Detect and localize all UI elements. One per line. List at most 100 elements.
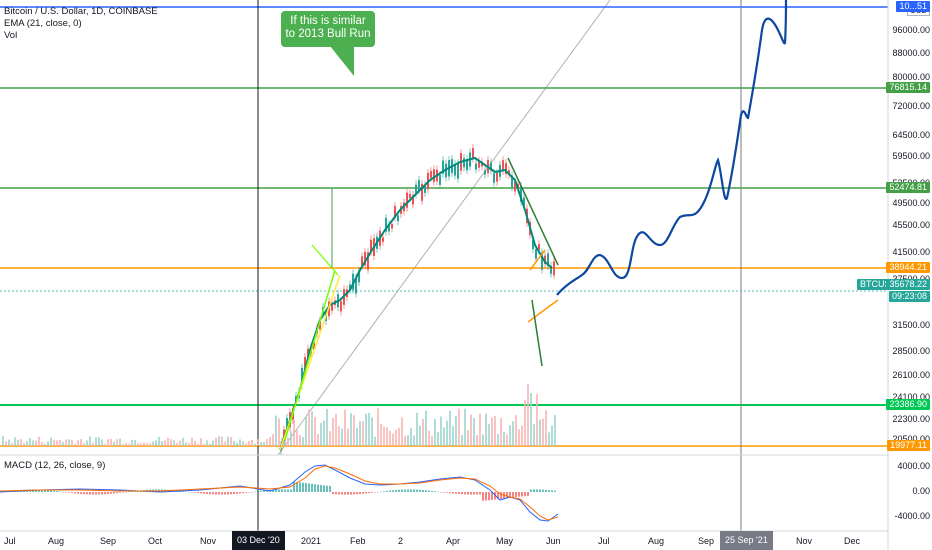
macd-histogram-bar bbox=[335, 492, 337, 495]
annotation-callout[interactable]: If this is similar to 2013 Bull Run bbox=[281, 11, 375, 47]
wedge-line[interactable] bbox=[507, 157, 559, 266]
macd-histogram-bar bbox=[425, 490, 427, 492]
macd-histogram-bar bbox=[302, 482, 304, 492]
volume-bar bbox=[266, 438, 268, 446]
diagonal-trendline[interactable] bbox=[277, 0, 611, 456]
volume-bar bbox=[293, 419, 295, 446]
macd-histogram-bar bbox=[272, 489, 274, 492]
volume-bar bbox=[149, 443, 151, 446]
macd-histogram-bar bbox=[452, 492, 454, 494]
macd-histogram-bar bbox=[206, 492, 208, 494]
macd-histogram-bar bbox=[407, 489, 409, 492]
macd-histogram-bar bbox=[230, 492, 232, 495]
volume-bar bbox=[458, 408, 460, 446]
macd-histogram-bar bbox=[512, 492, 514, 498]
ema-legend[interactable]: EMA (21, close, 0) bbox=[4, 18, 82, 29]
macd-histogram-bar bbox=[443, 492, 445, 493]
projection-path[interactable] bbox=[556, 0, 788, 296]
orange-trendline-upper[interactable] bbox=[529, 249, 546, 271]
price-tick: 49500.00 bbox=[892, 198, 930, 208]
macd-histogram-bar bbox=[242, 492, 244, 494]
volume-bar bbox=[128, 443, 130, 446]
macd-pane[interactable] bbox=[0, 464, 559, 522]
volume-bar bbox=[152, 441, 154, 446]
chart-legend: Bitcoin / U.S. Dollar, 1D, COINBASE EMA … bbox=[4, 6, 158, 42]
volume-bar bbox=[275, 415, 277, 446]
volume-bar bbox=[305, 416, 307, 446]
macd-histogram-bar bbox=[401, 489, 403, 492]
volume-bar bbox=[371, 417, 373, 446]
wedge-top[interactable] bbox=[311, 244, 339, 276]
time-label: Dec bbox=[844, 536, 861, 546]
macd-histogram-bar bbox=[362, 492, 364, 494]
volume-bar bbox=[497, 433, 499, 446]
time-label: Oct bbox=[148, 536, 163, 546]
volume-bar bbox=[425, 410, 427, 446]
macd-legend[interactable]: MACD (12, 26, close, 9) bbox=[4, 460, 106, 471]
volume-bar bbox=[17, 439, 19, 446]
macd-histogram-bar bbox=[521, 492, 523, 497]
macd-histogram-bar bbox=[527, 492, 529, 497]
volume-bar bbox=[248, 440, 250, 446]
volume-bar bbox=[350, 413, 352, 446]
volume-bar bbox=[50, 437, 52, 446]
volume-bar bbox=[221, 436, 223, 446]
volume-bar bbox=[380, 423, 382, 446]
macd-histogram-bar bbox=[380, 491, 382, 493]
green-trendline[interactable] bbox=[284, 269, 336, 441]
macd-histogram-bar bbox=[491, 492, 493, 500]
macd-histogram-bar bbox=[398, 489, 400, 492]
macd-histogram-bar bbox=[509, 492, 511, 498]
macd-histogram-bar bbox=[65, 492, 67, 493]
macd-histogram-bar bbox=[50, 490, 52, 492]
ema-line[interactable] bbox=[279, 156, 553, 451]
macd-histogram-bar bbox=[344, 492, 346, 495]
time-label: Aug bbox=[648, 536, 665, 546]
macd-histogram-bar bbox=[389, 490, 391, 492]
level-tag: 38944.21 bbox=[886, 262, 930, 273]
volume-bar bbox=[77, 440, 79, 446]
price-tick: 20500.00 bbox=[892, 434, 930, 444]
volume-bar bbox=[392, 433, 394, 446]
volume-bar bbox=[554, 415, 556, 446]
volume-bar bbox=[488, 423, 490, 446]
volume-bar bbox=[176, 443, 178, 446]
macd-histogram-bar bbox=[500, 492, 502, 499]
macd-histogram-bar bbox=[254, 491, 256, 493]
time-label: Apr bbox=[446, 536, 461, 546]
macd-histogram-bar bbox=[467, 492, 469, 495]
macd-histogram-bar bbox=[419, 489, 421, 492]
price-tick: 26100.00 bbox=[892, 370, 930, 380]
macd-histogram-bar bbox=[314, 484, 316, 492]
volume-bar bbox=[500, 417, 502, 446]
volume-bar bbox=[146, 443, 148, 446]
macd-histogram-bar bbox=[62, 491, 64, 493]
macd-histogram-bar bbox=[233, 492, 235, 495]
macd-histogram-bar bbox=[326, 485, 328, 492]
volume-bar bbox=[344, 409, 346, 446]
volume-bar bbox=[494, 416, 496, 446]
volume-bar bbox=[200, 438, 202, 446]
volume-bar bbox=[302, 437, 304, 446]
macd-tick: -4000.00 bbox=[894, 511, 930, 521]
symbol-title[interactable]: Bitcoin / U.S. Dollar, 1D, COINBASE bbox=[4, 6, 158, 17]
volume-bar bbox=[236, 442, 238, 446]
macd-histogram-bar bbox=[347, 492, 349, 495]
volume-bar bbox=[29, 437, 31, 446]
annotation-line-2: to 2013 Bull Run bbox=[285, 28, 371, 40]
volume-bar bbox=[239, 439, 241, 446]
vol-legend[interactable]: Vol bbox=[4, 30, 18, 41]
level-tag: 23386.90 bbox=[886, 399, 930, 410]
macd-histogram-bar bbox=[98, 492, 100, 495]
volume-bar bbox=[80, 439, 82, 446]
macd-histogram-bar bbox=[464, 492, 466, 495]
macd-histogram-bar bbox=[299, 482, 301, 492]
macd-histogram-bar bbox=[182, 491, 184, 492]
orange-trendline[interactable] bbox=[527, 299, 559, 323]
macd-histogram-bar bbox=[539, 489, 541, 492]
drop-line[interactable] bbox=[531, 299, 543, 367]
volume-bar bbox=[308, 409, 310, 446]
volume-bar bbox=[212, 440, 214, 446]
volume-bar bbox=[44, 443, 46, 446]
